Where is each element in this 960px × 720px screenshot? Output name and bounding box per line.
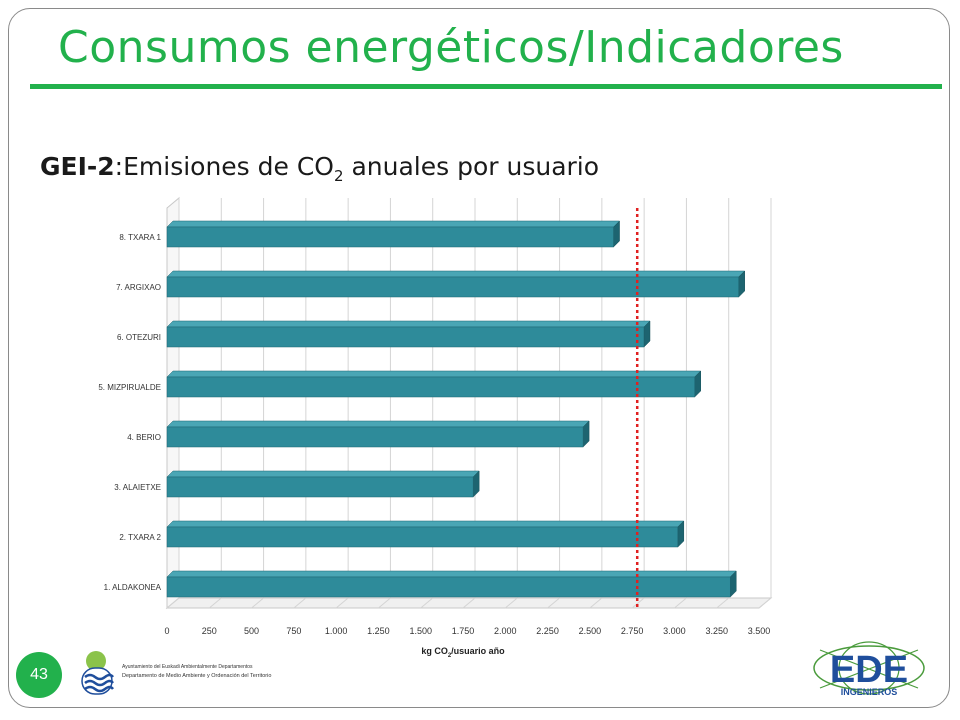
x-tick-label: 3.500: [748, 626, 771, 636]
x-tick-label: 250: [202, 626, 217, 636]
subtitle-subscript: 2: [333, 167, 344, 185]
gridline-floor: [547, 597, 560, 609]
ede-ingenieros-logo: EDE INGENIEROS: [813, 641, 925, 697]
government-logo-line2: Departamento de Medio Ambiente y Ordenac…: [122, 673, 272, 679]
x-axis-label: kg CO2/usuario año: [421, 646, 505, 659]
bar-top: [166, 420, 590, 428]
x-tick-label: 0: [164, 626, 169, 636]
x-tick-label: 1.000: [325, 626, 348, 636]
y-category-label: 6. OTEZURI: [117, 333, 161, 342]
y-category-label: 7. ARGIXAO: [116, 283, 161, 292]
bar-top: [166, 570, 737, 578]
x-tick-label: 1.250: [367, 626, 390, 636]
slide-frame: [8, 8, 950, 708]
x-tick-label: 2.250: [536, 626, 559, 636]
bar: [166, 276, 739, 298]
gridline-floor: [758, 597, 772, 609]
gridline-floor: [378, 597, 391, 609]
subtitle-text-b: anuales por usuario: [343, 152, 600, 181]
gridline-floor: [293, 597, 307, 609]
y-category-label: 4. BERIO: [127, 433, 161, 442]
bar-top: [166, 520, 685, 528]
gridline-floor: [716, 597, 730, 609]
bar-top: [166, 270, 746, 278]
title-underline: [30, 84, 942, 89]
gridline-floor: [462, 597, 476, 609]
bar: [166, 426, 584, 448]
bar: [166, 576, 731, 598]
bar-top: [166, 320, 651, 328]
ede-logo-subtext: INGENIEROS: [841, 687, 898, 697]
bar: [166, 326, 645, 348]
x-tick-label: 1.750: [452, 626, 475, 636]
bar: [166, 376, 695, 398]
x-tick-label: 500: [244, 626, 259, 636]
logo-ring-1: [813, 645, 925, 691]
government-logo: Ayuntamiento del Euskadi Ambientalmente …: [78, 648, 288, 698]
bar-top: [166, 370, 702, 378]
emissions-bar-chart: 0 250 500 750 1.000 1.250 1.500 1.750 2.000 2.250…: [98, 196, 773, 659]
subtitle-text-a: :Emisiones de CO: [114, 152, 334, 181]
gridline-floor: [335, 597, 349, 609]
government-logo-line1: Ayuntamiento del Euskadi Ambientalmente …: [122, 664, 253, 670]
slide-title: Consumos energéticos/Indicadores: [58, 22, 844, 73]
gridline-floor: [589, 597, 603, 609]
x-tick-label: 3.000: [663, 626, 686, 636]
y-category-label: 5. MIZPIRUALDE: [98, 383, 161, 392]
page-number-badge: 43: [16, 652, 62, 698]
gridline-floor: [251, 597, 264, 609]
gridline-floor: [166, 597, 180, 609]
x-tick-label: 3.250: [705, 626, 728, 636]
bar-top: [166, 470, 480, 478]
bar: [166, 226, 614, 248]
logo-ring-2: [838, 641, 900, 695]
bar: [166, 526, 679, 548]
bar-top: [166, 220, 621, 228]
x-tick-label: 1.500: [409, 626, 432, 636]
gridline-floor: [420, 597, 434, 609]
y-category-label: 8. TXARA 1: [119, 233, 161, 242]
indicator-code: GEI-2: [40, 152, 115, 181]
y-category-label: 3. ALAIETXE: [114, 483, 161, 492]
x-tick-label: 2.500: [579, 626, 602, 636]
gridline-floor: [674, 597, 687, 609]
gridline-floor: [504, 597, 518, 609]
chart-subtitle: GEI-2:Emisiones de CO2 anuales por usuar…: [40, 152, 599, 185]
basque-government-emblem-icon: [81, 651, 114, 695]
x-tick-label: 2.000: [494, 626, 517, 636]
gridline-floor: [208, 597, 222, 609]
ede-logo-text: EDE: [830, 649, 908, 691]
bar: [166, 476, 474, 498]
y-category-label: 2. TXARA 2: [119, 533, 161, 542]
gridline-floor: [631, 597, 645, 609]
x-tick-label: 750: [286, 626, 301, 636]
x-tick-label: 2.750: [621, 626, 644, 636]
y-category-label: 1. ALDAKONEA: [104, 583, 162, 592]
